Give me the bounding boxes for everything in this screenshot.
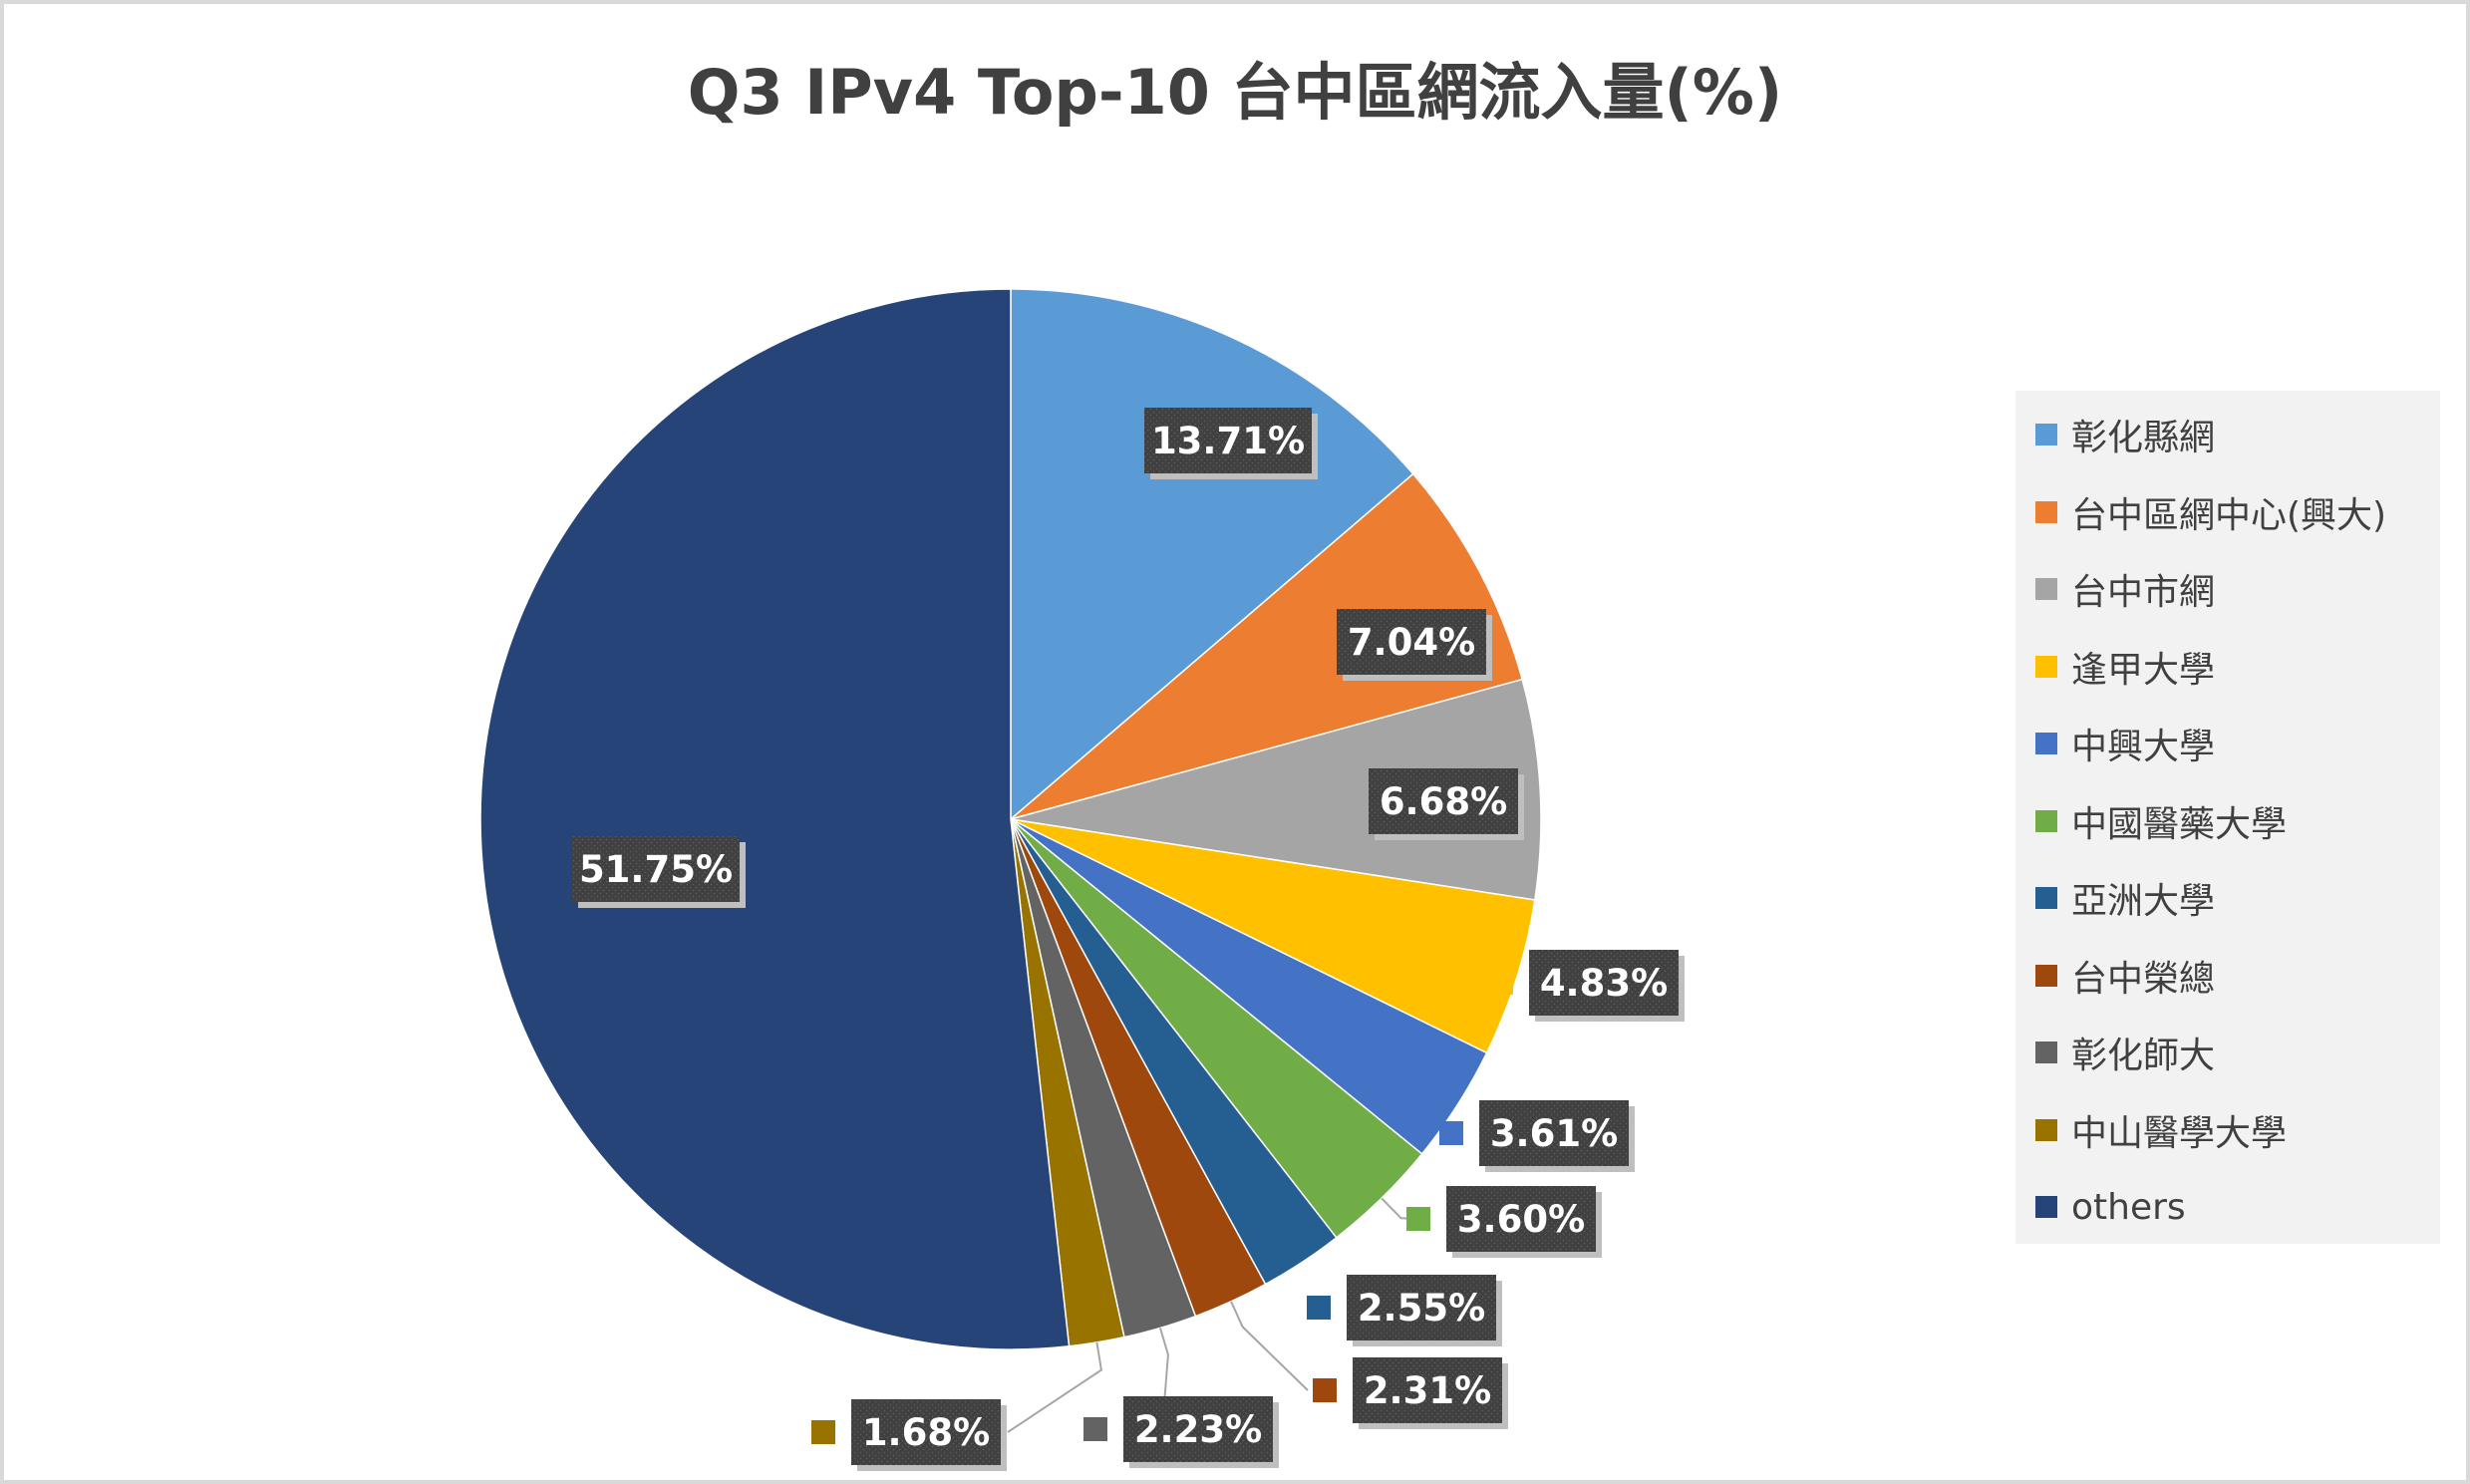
pie-chart: 13.71% 7.04% 6.68% 4.83% 3.61% 3.60% 2.55% 2.31… [479,288,1685,1471]
pie-slice [1010,472,1524,820]
legend-swatch [2035,964,2057,987]
data-label-box [1353,1357,1502,1423]
legend-swatch [2035,887,2057,909]
data-label-text: 6.68% [1380,780,1507,823]
data-label: 3.61% [1439,1100,1635,1172]
legend-label: 台中區網中心(興大) [2071,494,2387,536]
leader-line [1230,1301,1309,1391]
legend-label: 台中市網 [2071,572,2216,613]
pie-slice [479,288,1071,1350]
leader-line [1007,1341,1102,1433]
chart-title: Q3 IPv4 Top-10 台中區網流入量(%) [687,56,1783,129]
data-label-box [1479,1100,1629,1166]
data-label-text: 2.23% [1134,1408,1262,1451]
legend-swatch [2035,424,2057,445]
pie-slice [1010,678,1542,901]
data-label-box [1123,1396,1273,1462]
legend-label: 中國醫藥大學 [2071,803,2288,845]
legend-label: others [2071,1186,2186,1228]
legend-label: 逢甲大學 [2071,649,2216,691]
legend-item: 中國醫藥大學 [2035,791,2287,851]
legend-label: 彰化師大 [2071,1036,2216,1076]
data-label: 6.68% [1369,768,1524,840]
legend-item: 彰化師大 [2035,1023,2215,1082]
legend-item: 台中區網中心(興大) [2035,482,2386,542]
data-label-text: 3.60% [1457,1198,1585,1241]
data-label-legend-key [811,1420,835,1444]
pie-slice [1010,818,1536,1054]
data-label-text: 7.04% [1348,621,1475,664]
data-label-text: 1.68% [862,1411,990,1454]
legend-item: 中興大學 [2035,714,2215,773]
data-label-box [1347,1275,1496,1340]
legend-item: 台中榮總 [2035,946,2215,1006]
legend-item: 亞洲大學 [2035,868,2215,928]
data-label: 3.60% [1406,1186,1602,1258]
data-label-legend-key [1307,1296,1331,1320]
legend-label: 台中榮總 [2071,958,2216,1000]
legend-label: 彰化縣網 [2071,418,2216,458]
data-label-legend-key [1439,1121,1463,1145]
legend-label: 中山醫學大學 [2071,1112,2288,1154]
legend-swatch [2035,733,2057,754]
data-label-legend-key [1406,1207,1430,1231]
data-label: 2.23% [1083,1396,1279,1468]
data-label: 51.75% [572,836,746,908]
data-label-box [851,1399,1001,1465]
data-label: 2.31% [1313,1357,1508,1429]
legend-item: 逢甲大學 [2035,637,2215,697]
legend-swatch [2035,578,2057,600]
data-label-box [1337,609,1486,675]
legend-item: 中山醫學大學 [2035,1100,2287,1160]
data-label-text: 3.61% [1490,1112,1618,1155]
data-label-box [1144,408,1312,473]
legend-swatch [2035,1196,2057,1218]
legend-label: 中興大學 [2071,727,2216,767]
legend-swatch [2035,500,2057,523]
data-label-text: 13.71% [1151,420,1305,462]
legend: 彰化縣網台中區網中心(興大) 台中市網逢甲大學中興大學中國醫藥大學 亞洲大學台中榮總… [2015,391,2440,1244]
legend-swatch [2035,1041,2057,1063]
data-label-legend-key [1313,1378,1337,1402]
data-label-text: 2.55% [1358,1287,1485,1330]
data-label-box [1529,950,1679,1016]
legend-item: others [2035,1177,2186,1237]
data-labels: 13.71% 7.04% 6.68% 4.83% 3.61% 3.60% 2.55% 2.31… [572,408,1685,1471]
data-label-legend-key [1489,971,1513,995]
data-label-box [1369,768,1518,834]
data-label: 13.71% [1144,408,1318,479]
data-label-text: 51.75% [579,848,733,891]
legend-item: 台中市網 [2035,559,2215,619]
legend-swatch [2035,1118,2057,1141]
data-label: 1.68% [811,1399,1007,1471]
data-label-legend-key [1083,1417,1107,1441]
legend-swatch [2035,809,2057,832]
data-label: 4.83% [1489,950,1685,1022]
legend-swatch [2035,655,2057,678]
data-label: 7.04% [1337,609,1492,681]
data-label: 2.55% [1307,1275,1502,1346]
legend-label: 亞洲大學 [2071,881,2216,922]
data-label-text: 4.83% [1540,962,1668,1005]
data-label-text: 2.31% [1364,1369,1491,1412]
data-label-box [1446,1186,1596,1252]
pie-slices [479,288,1542,1350]
data-label-box [572,836,740,902]
legend-item: 彰化縣網 [2035,405,2215,464]
